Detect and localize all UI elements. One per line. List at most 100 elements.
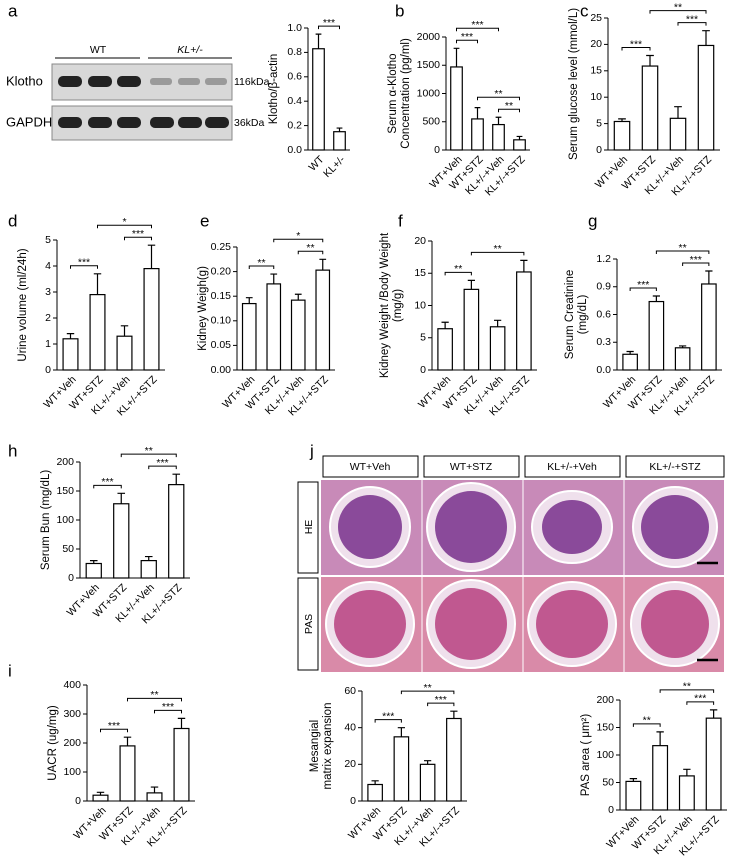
bar: [89, 294, 106, 371]
error-bar: [66, 333, 75, 339]
y-tick-label: 0.10: [211, 315, 232, 327]
error-bar: [683, 768, 691, 776]
row-label: PAS: [303, 614, 315, 634]
y-tick-label: 1000: [417, 87, 441, 99]
bar: [674, 347, 691, 371]
bar: [146, 792, 163, 802]
error-bar: [172, 473, 181, 485]
y-tick-label: 1.0: [287, 22, 302, 34]
bar: [450, 66, 463, 151]
significance-label: ***: [108, 720, 120, 732]
error-bar: [441, 321, 449, 329]
bar: [116, 335, 133, 371]
bar: [513, 139, 526, 151]
error-bar: [629, 778, 638, 782]
column-box: [625, 455, 725, 478]
error-bar: [336, 127, 343, 132]
error-bar: [674, 106, 682, 119]
error-bar: [652, 295, 660, 302]
significance-bracket: [470, 251, 525, 256]
y-tick-label: 50: [602, 776, 614, 788]
bar: [516, 271, 532, 371]
bar: [62, 338, 79, 371]
micrographs: [321, 480, 724, 672]
y-tick-label: 0.4: [287, 95, 302, 107]
significance-bracket: [148, 465, 177, 470]
significance-bracket: [629, 287, 657, 291]
bar: [625, 780, 642, 811]
bar: [241, 302, 257, 371]
error-bar: [144, 555, 153, 561]
y-tick-label: 0.3: [596, 336, 611, 348]
significance-bracket: [649, 10, 707, 14]
bar: [367, 783, 383, 802]
y-tick-label: 0.20: [211, 265, 232, 277]
significance-label: ***: [461, 31, 473, 43]
y-tick-label: 100: [56, 514, 74, 526]
significance-bracket: [427, 702, 455, 707]
y-tick-label: 0.0: [596, 364, 611, 376]
significance-bracket: [659, 689, 715, 693]
significance-label: ***: [162, 701, 174, 713]
panel-letter: j: [309, 441, 314, 460]
y-axis-label: Concentration (pg/ml): [400, 38, 412, 149]
y-tick-label: 1: [45, 338, 51, 350]
bar: [92, 794, 109, 802]
significance-bracket: [655, 250, 710, 255]
bands: [58, 76, 229, 128]
panel-letter: b: [395, 1, 404, 20]
bar-chart: e 0.00 0.05 0.10 0.15 0.20 0.25 Kidney Weigh(g)…: [197, 211, 335, 418]
y-tick-label: 2: [45, 312, 51, 324]
error-bar: [177, 717, 186, 729]
y-tick-label: 20: [590, 38, 602, 50]
error-bar: [453, 47, 460, 67]
significance-label: **: [494, 88, 502, 100]
significance-bracket: [400, 690, 455, 695]
significance-label: ***: [132, 228, 144, 240]
y-axis-label: Kidney Weigh(g): [197, 266, 209, 351]
y-axis-label: Serum Creatinine: [564, 270, 576, 359]
significance-bracket: [154, 709, 182, 714]
error-bar: [618, 118, 626, 122]
row-label: GAPDH: [6, 114, 52, 129]
y-tick-label: 5: [596, 117, 602, 129]
error-bar: [120, 325, 129, 337]
significance-label: **: [683, 681, 691, 693]
y-axis-label: Serum glucose level (mmol/L): [568, 8, 580, 160]
bar: [143, 268, 160, 371]
significance-label: ***: [471, 19, 483, 31]
significance-label: **: [679, 242, 687, 254]
y-tick-label: 0.15: [211, 290, 232, 302]
bar: [315, 269, 331, 371]
y-tick-label: 0: [45, 364, 51, 376]
y-tick-label: 40: [344, 721, 356, 733]
error-bar: [319, 258, 327, 271]
significance-label: **: [424, 682, 432, 694]
error-bar: [705, 270, 713, 284]
y-axis-label: PAS area ( μm²): [580, 714, 592, 797]
y-tick-label: 0: [350, 795, 356, 807]
significance-bracket: [127, 697, 182, 702]
significance-bracket: [677, 22, 707, 26]
error-bar: [702, 30, 710, 46]
histology: j WT+Veh WT+STZ KL+/-+Veh KL+/-+STZ HE P…: [297, 441, 725, 672]
bar: [85, 562, 102, 579]
significance-label: **: [145, 445, 153, 457]
bar: [492, 123, 505, 151]
panel-letter: g: [588, 211, 597, 230]
error-bar: [93, 273, 102, 295]
y-tick-label: 0.6: [287, 71, 302, 83]
row-label: HE: [303, 520, 315, 535]
y-tick-label: 1.2: [596, 253, 611, 265]
bar: [648, 300, 665, 371]
significance-bracket: [456, 27, 499, 32]
y-axis-label: UACR (ug/mg): [47, 705, 59, 781]
significance-label: **: [454, 263, 462, 275]
y-tick-label: 15: [414, 267, 426, 279]
row-label: Klotho: [6, 73, 43, 88]
bar: [119, 745, 136, 802]
